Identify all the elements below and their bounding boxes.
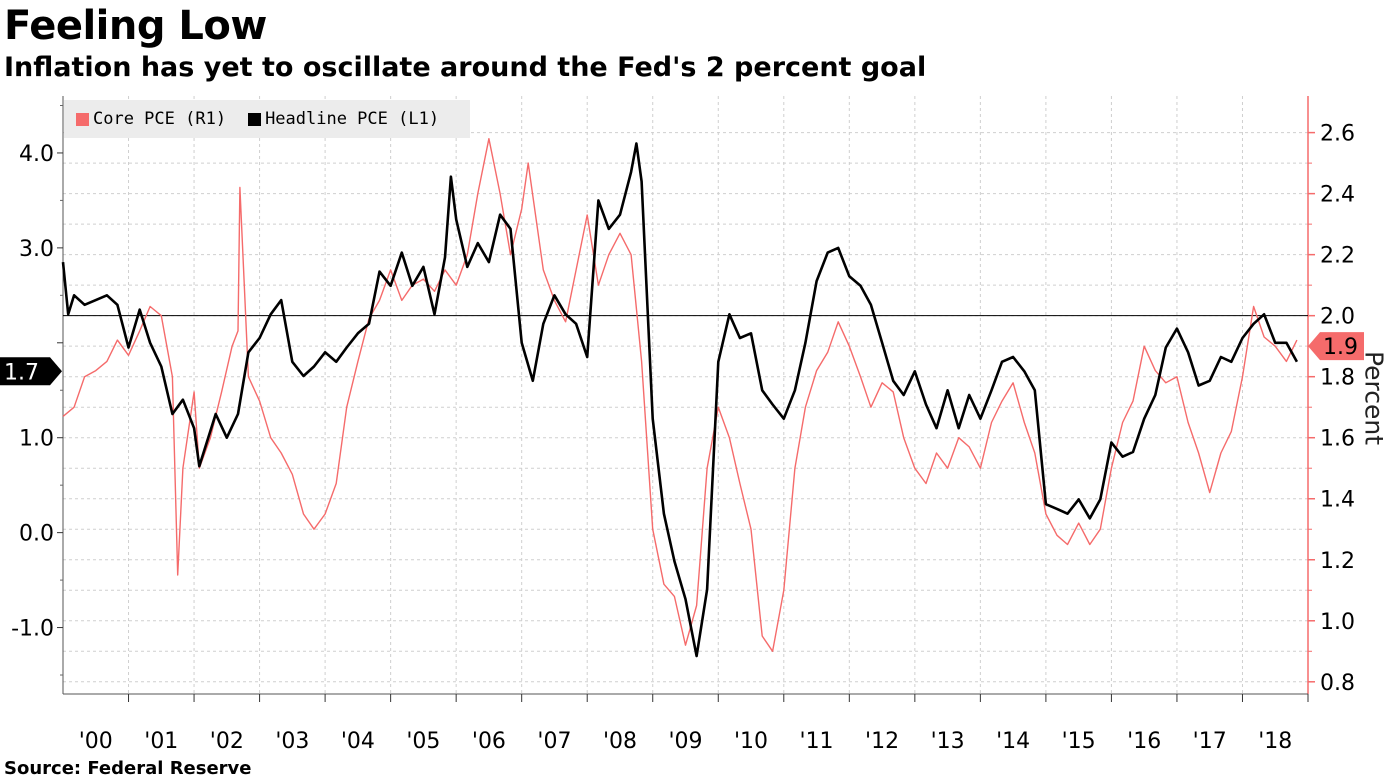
x-axis-tick-label: '14 [996,729,1030,754]
x-axis-tick-label: '03 [275,729,309,754]
left-axis-tick-label: 0.0 [19,522,54,547]
x-axis-tick-label: '06 [472,729,506,754]
x-axis-tick-label: '15 [1062,729,1096,754]
left-axis-tick-label: 1.0 [19,427,54,452]
callout-headline-label: 1.7 [4,360,39,385]
legend-item-headline: Headline PCE (L1) [248,109,439,129]
right-axis-tick-label: 1.8 [1320,366,1355,391]
legend: Core PCE (R1) Headline PCE (L1) [64,100,470,138]
x-axis-tick-label: '04 [341,729,375,754]
x-axis-tick-label: '00 [79,729,113,754]
x-axis-tick-label: '09 [668,729,702,754]
left-axis-tick-label: 4.0 [19,142,54,167]
right-axis-tick-label: 1.2 [1320,549,1355,574]
right-axis-tick-label: 1.0 [1320,610,1355,635]
series-line-headline-pce [61,142,1299,658]
x-axis-tick-label: '11 [800,729,834,754]
legend-item-core: Core PCE (R1) [76,109,226,129]
callout-core-label: 1.9 [1323,335,1358,360]
right-axis-label: Percent [1359,350,1389,446]
chart-title: Feeling Low [4,3,267,49]
right-axis-tick-label: 1.4 [1320,488,1355,513]
left-axis-tick-label: 3.0 [19,237,54,262]
source-note: Source: Federal Reserve [4,758,252,779]
x-axis-tick-label: '13 [931,729,965,754]
x-axis-tick-label: '01 [144,729,178,754]
x-axis-tick-label: '02 [210,729,244,754]
x-axis-tick-label: '10 [734,729,768,754]
series-line-core-pce [62,137,1298,652]
chart-subtitle: Inflation has yet to oscillate around th… [4,52,927,83]
legend-label-headline: Headline PCE (L1) [265,109,440,129]
left-axis-tick-label: -1.0 [11,617,54,642]
right-axis-tick-label: 2.0 [1320,305,1355,330]
right-axis-tick-label: 2.4 [1320,183,1355,208]
x-axis-tick-label: '12 [865,729,899,754]
x-axis-tick-label: '17 [1193,729,1227,754]
x-axis-tick-label: '08 [603,729,637,754]
right-axis-tick-label: 1.6 [1320,427,1355,452]
x-axis-tick-label: '05 [406,729,440,754]
x-axis-tick-label: '16 [1127,729,1161,754]
callout-headline-box [0,357,62,386]
x-axis-tick-label: '18 [1258,729,1292,754]
legend-swatch-core [76,112,89,126]
legend-swatch-headline [248,112,262,126]
legend-label-core: Core PCE (R1) [93,109,227,129]
right-axis-tick-label: 0.8 [1320,671,1355,696]
x-axis-tick-label: '07 [537,729,571,754]
callout-core-box [1308,332,1364,361]
right-axis-tick-label: 2.2 [1320,244,1355,269]
right-axis-tick-label: 2.6 [1320,122,1355,147]
